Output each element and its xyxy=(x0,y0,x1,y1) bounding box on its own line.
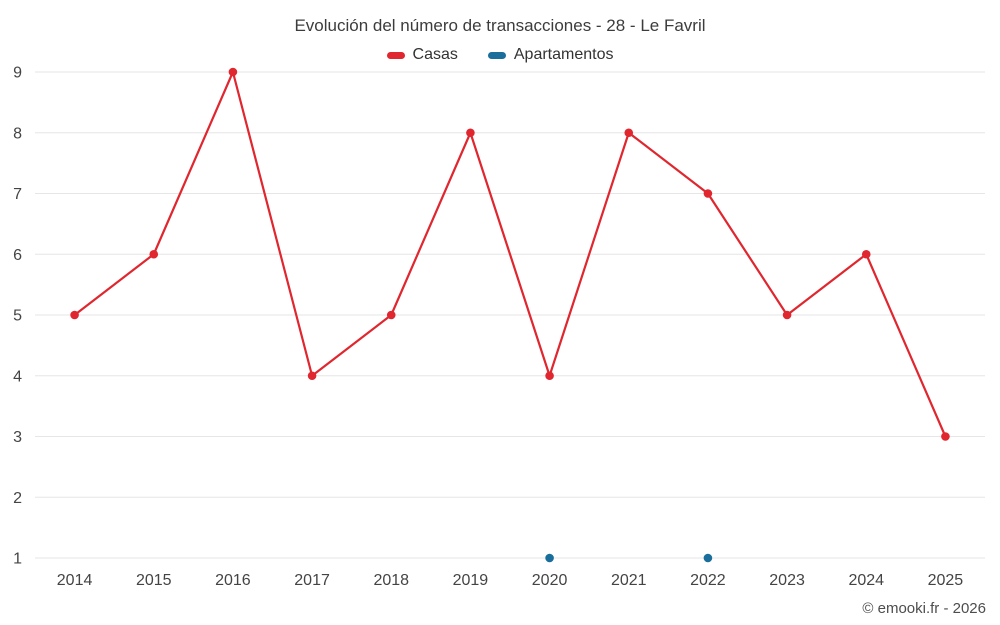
data-point-casas[interactable] xyxy=(624,128,634,138)
x-axis-label: 2021 xyxy=(611,572,647,589)
footer-credit: © emooki.fr - 2026 xyxy=(862,600,986,617)
data-point-apartamentos[interactable] xyxy=(545,553,554,563)
data-point-apartamentos[interactable] xyxy=(703,553,713,563)
x-axis-label: 2019 xyxy=(453,572,489,589)
data-point-casas[interactable] xyxy=(703,189,713,198)
data-point-casas[interactable] xyxy=(941,432,950,441)
x-axis-label: 2023 xyxy=(769,572,805,589)
x-axis-label: 2018 xyxy=(373,572,409,589)
data-point-casas[interactable] xyxy=(861,249,871,259)
chart-legend: Casas Apartamentos xyxy=(0,46,1000,64)
legend-item-casas[interactable]: Casas xyxy=(386,46,458,64)
x-axis-label: 2014 xyxy=(57,572,93,589)
data-point-casas[interactable] xyxy=(70,310,79,320)
data-point-casas[interactable] xyxy=(545,371,554,381)
legend-item-apartamentos[interactable]: Apartamentos xyxy=(487,46,614,64)
y-axis-label: 9 xyxy=(13,65,22,82)
data-point-casas[interactable] xyxy=(228,67,238,77)
y-axis-label: 6 xyxy=(13,247,22,264)
data-point-casas[interactable] xyxy=(149,249,159,259)
y-axis-label: 7 xyxy=(13,186,22,203)
data-point-casas[interactable] xyxy=(307,371,317,381)
data-point-casas[interactable] xyxy=(386,310,396,320)
chart-title: Evolución del número de transacciones - … xyxy=(294,16,706,35)
y-axis-label: 8 xyxy=(13,125,22,142)
legend-label-casas: Casas xyxy=(412,46,458,63)
y-axis-label: 4 xyxy=(13,368,22,385)
x-axis-label: 2025 xyxy=(928,572,964,589)
y-axis-label: 3 xyxy=(13,429,22,446)
x-axis-label: 2020 xyxy=(532,572,568,589)
y-axis-label: 5 xyxy=(13,308,22,325)
y-axis-label: 1 xyxy=(13,551,22,568)
x-axis-label: 2016 xyxy=(215,572,251,589)
y-axis-label: 2 xyxy=(13,490,22,507)
legend-swatch-casas-icon xyxy=(386,51,405,59)
data-point-casas[interactable] xyxy=(782,310,792,320)
x-axis-label: 2024 xyxy=(848,572,884,589)
x-axis-label: 2017 xyxy=(294,572,330,589)
x-axis-label: 2015 xyxy=(136,572,172,589)
legend-label-apartamentos: Apartamentos xyxy=(513,46,614,63)
series-line-casas xyxy=(73,70,947,438)
legend-swatch-apartamentos-icon xyxy=(487,51,506,59)
data-point-casas[interactable] xyxy=(466,128,475,138)
x-axis-label: 2022 xyxy=(690,572,726,589)
